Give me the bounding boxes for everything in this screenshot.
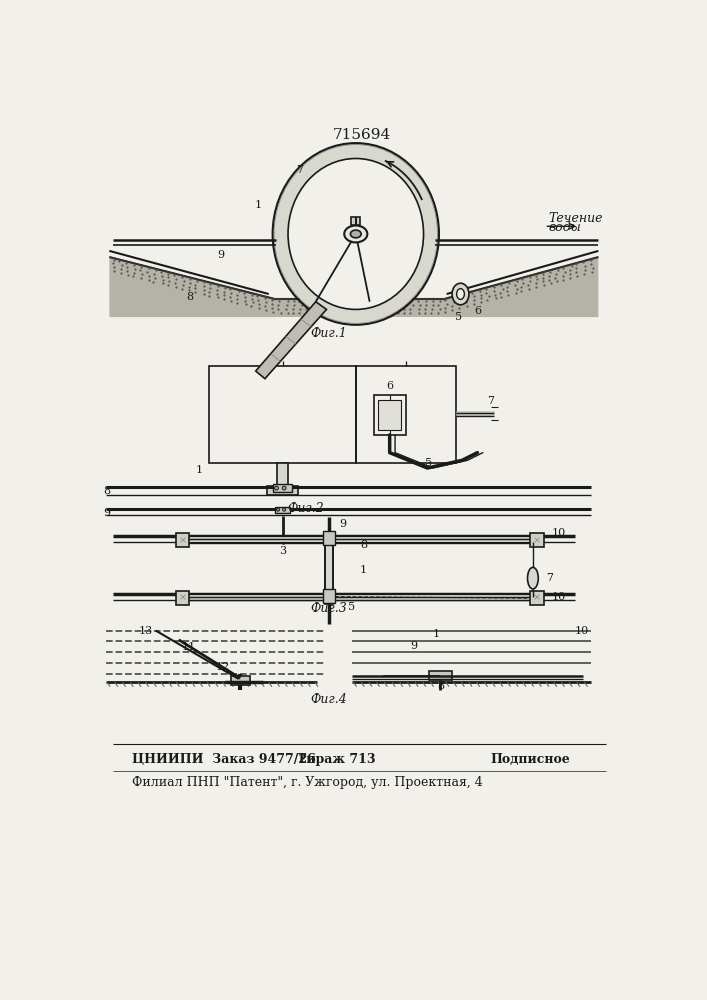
Text: Филиал ПНП "Патент", г. Ужгород, ул. Проектная, 4: Филиал ПНП "Патент", г. Ужгород, ул. Про… xyxy=(132,776,484,789)
Bar xyxy=(356,366,456,463)
Bar xyxy=(209,366,356,463)
Text: 8: 8 xyxy=(187,292,194,302)
Ellipse shape xyxy=(282,152,430,316)
Bar xyxy=(322,589,335,603)
Text: 8: 8 xyxy=(437,681,444,691)
Text: 9: 9 xyxy=(218,250,225,260)
Text: 1: 1 xyxy=(360,565,367,575)
Text: Фиг.4: Фиг.4 xyxy=(310,693,347,706)
Text: Фиг.1: Фиг.1 xyxy=(310,327,347,340)
Polygon shape xyxy=(256,302,327,379)
Circle shape xyxy=(274,486,279,490)
Ellipse shape xyxy=(281,151,431,317)
Bar xyxy=(231,676,250,685)
Ellipse shape xyxy=(288,158,423,309)
Text: 2: 2 xyxy=(345,232,352,242)
Text: ЦНИИПИ  Заказ 9477/26: ЦНИИПИ Заказ 9477/26 xyxy=(132,753,316,766)
Text: 8: 8 xyxy=(103,486,110,496)
Text: 6: 6 xyxy=(474,306,481,316)
Text: 715694: 715694 xyxy=(333,128,391,142)
Bar xyxy=(378,400,402,430)
Ellipse shape xyxy=(285,155,426,312)
Text: 13: 13 xyxy=(139,626,153,636)
Text: 1: 1 xyxy=(195,465,202,475)
Text: ×: × xyxy=(178,536,187,545)
Bar xyxy=(530,533,544,547)
Text: Фиг.2: Фиг.2 xyxy=(287,502,324,515)
Text: ×: × xyxy=(532,594,541,603)
Text: 3: 3 xyxy=(361,238,368,248)
Text: Течение: Течение xyxy=(549,212,603,225)
Ellipse shape xyxy=(286,157,425,311)
Text: 7: 7 xyxy=(296,165,303,175)
Text: ×: × xyxy=(532,536,541,545)
Text: 6: 6 xyxy=(386,381,393,391)
Text: 10: 10 xyxy=(551,528,566,538)
Circle shape xyxy=(276,508,279,511)
Ellipse shape xyxy=(344,225,368,242)
Bar xyxy=(429,671,452,680)
Polygon shape xyxy=(443,257,598,317)
Text: 11: 11 xyxy=(182,642,196,652)
Bar xyxy=(277,463,288,486)
Bar xyxy=(530,591,544,605)
Circle shape xyxy=(282,486,286,490)
Ellipse shape xyxy=(274,145,438,323)
Ellipse shape xyxy=(277,148,434,320)
Ellipse shape xyxy=(279,149,433,319)
Bar xyxy=(267,486,298,495)
Text: 7: 7 xyxy=(487,396,494,406)
Text: 5: 5 xyxy=(349,602,356,612)
Text: 1: 1 xyxy=(433,629,440,639)
Text: 4: 4 xyxy=(343,214,350,224)
Text: Фиг.3: Фиг.3 xyxy=(310,602,347,615)
Text: 9: 9 xyxy=(410,641,417,651)
Text: 8: 8 xyxy=(360,540,367,550)
Bar xyxy=(275,507,291,513)
Text: 5: 5 xyxy=(455,312,462,322)
Text: Подписное: Подписное xyxy=(491,753,571,766)
Ellipse shape xyxy=(351,230,361,238)
Text: Тираж 713: Тираж 713 xyxy=(297,753,376,766)
Polygon shape xyxy=(110,257,276,317)
Circle shape xyxy=(283,508,286,511)
Ellipse shape xyxy=(284,154,428,314)
Ellipse shape xyxy=(276,146,436,322)
Ellipse shape xyxy=(452,283,469,305)
Text: 1: 1 xyxy=(255,200,262,210)
Text: 9: 9 xyxy=(103,508,110,518)
Text: 7: 7 xyxy=(547,573,554,583)
Bar xyxy=(322,531,335,545)
Bar xyxy=(175,533,189,547)
Text: 9: 9 xyxy=(339,519,346,529)
Text: 10: 10 xyxy=(551,592,566,602)
Polygon shape xyxy=(276,299,443,317)
Text: ×: × xyxy=(178,594,187,603)
Bar xyxy=(274,484,292,492)
Bar xyxy=(373,395,406,435)
Text: 12: 12 xyxy=(216,662,230,672)
Text: 5: 5 xyxy=(426,458,433,468)
Text: 3: 3 xyxy=(279,546,286,556)
Bar xyxy=(175,591,189,605)
Ellipse shape xyxy=(457,289,464,299)
Text: воды: воды xyxy=(549,221,581,234)
Bar xyxy=(351,217,361,225)
Bar xyxy=(325,532,333,604)
Text: 10: 10 xyxy=(574,626,588,636)
Ellipse shape xyxy=(527,567,538,589)
